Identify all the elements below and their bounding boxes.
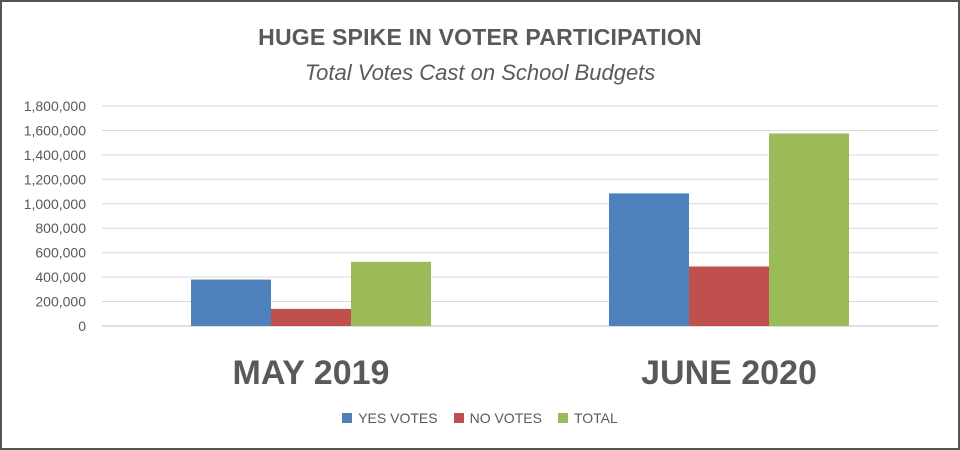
y-tick-label: 0 bbox=[78, 318, 86, 334]
y-tick-label: 600,000 bbox=[35, 245, 86, 261]
chart-subtitle: Total Votes Cast on School Budgets bbox=[304, 60, 656, 85]
y-tick-label: 1,200,000 bbox=[24, 171, 86, 187]
y-tick-label: 400,000 bbox=[35, 269, 86, 285]
chart-legend: YES VOTES NO VOTES TOTAL bbox=[2, 410, 958, 426]
legend-label-total: TOTAL bbox=[573, 410, 618, 426]
legend-item-no-votes: NO VOTES bbox=[453, 410, 542, 426]
bar-no-votes bbox=[689, 266, 769, 326]
bar-total bbox=[351, 261, 431, 326]
bar-no-votes bbox=[271, 308, 351, 326]
y-tick-label: 800,000 bbox=[35, 220, 86, 236]
legend-swatch-no-votes bbox=[453, 413, 464, 423]
bar-yes-votes bbox=[609, 193, 689, 326]
y-tick-label: 1,400,000 bbox=[24, 147, 86, 163]
y-tick-label: 1,000,000 bbox=[24, 196, 86, 212]
bar-yes-votes bbox=[191, 279, 271, 326]
legend-label-yes-votes: YES VOTES bbox=[358, 410, 438, 426]
y-tick-label: 1,600,000 bbox=[24, 122, 86, 138]
legend-item-yes-votes: YES VOTES bbox=[342, 410, 438, 426]
x-category-label: JUNE 2020 bbox=[641, 354, 817, 392]
legend-swatch-total bbox=[557, 413, 568, 423]
y-tick-label: 200,000 bbox=[35, 294, 86, 310]
y-tick-label: 1,800,000 bbox=[24, 98, 86, 114]
bar-total bbox=[769, 133, 849, 326]
legend-item-total: TOTAL bbox=[557, 410, 618, 426]
chart-title: HUGE SPIKE IN VOTER PARTICIPATION bbox=[258, 24, 702, 50]
x-category-label: MAY 2019 bbox=[233, 354, 390, 392]
legend-swatch-yes-votes bbox=[342, 413, 353, 423]
legend-label-no-votes: NO VOTES bbox=[469, 410, 542, 426]
